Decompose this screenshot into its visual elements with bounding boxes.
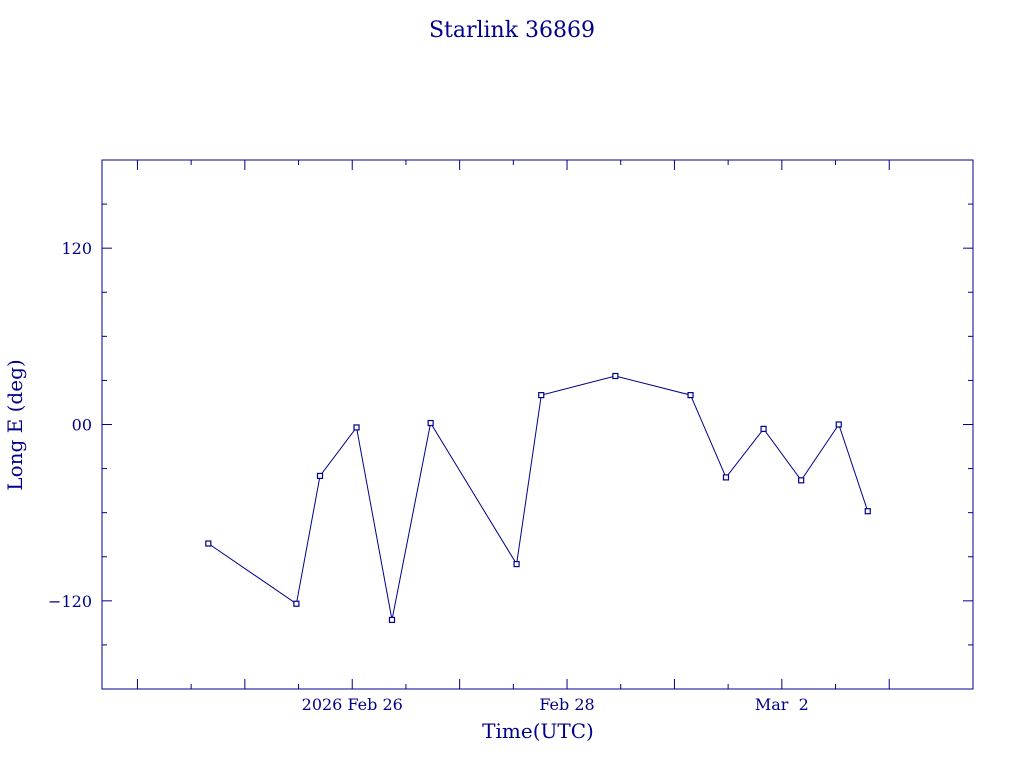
x-tick-labels: 2026 Feb 26 Feb 28 Mar 2 xyxy=(302,695,809,714)
data-point xyxy=(760,425,767,433)
data-point xyxy=(388,616,396,624)
data-point xyxy=(293,600,300,607)
data-point xyxy=(427,419,434,427)
y-axis-label: Long E (deg) xyxy=(3,359,27,490)
data-point xyxy=(612,372,619,380)
series-line xyxy=(208,375,869,620)
data-point xyxy=(835,421,842,428)
data-point xyxy=(353,424,360,431)
y-tick-label: 00 xyxy=(72,416,92,435)
chart-title: Starlink 36869 xyxy=(429,18,595,43)
data-point xyxy=(722,474,730,481)
x-axis-label: Time(UTC) xyxy=(482,719,594,743)
data-point xyxy=(513,560,520,568)
y-tick-label: 120 xyxy=(61,239,92,258)
data-point xyxy=(538,392,545,399)
axis-ticks xyxy=(102,160,973,689)
series-markers xyxy=(205,372,871,624)
x-tick-label: Feb 28 xyxy=(539,695,594,714)
data-point xyxy=(864,508,871,515)
data-point xyxy=(205,540,212,547)
data-point xyxy=(687,392,694,399)
y-tick-label: −120 xyxy=(48,592,92,611)
data-point xyxy=(316,472,324,480)
x-tick-label: 2026 Feb 26 xyxy=(302,695,403,714)
x-tick-label: Mar 2 xyxy=(755,695,809,714)
y-tick-labels: 120 00 −120 xyxy=(48,239,92,611)
data-point xyxy=(798,477,805,484)
